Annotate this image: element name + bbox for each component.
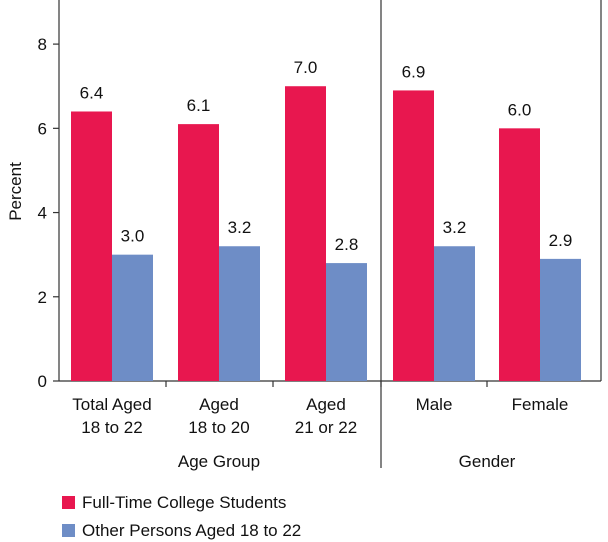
bars xyxy=(71,86,581,381)
legend-label: Full-Time College Students xyxy=(82,493,286,512)
bar-value-label: 3.2 xyxy=(228,218,252,237)
bar-value-label: 6.1 xyxy=(187,96,211,115)
bar xyxy=(178,124,219,381)
bar-value-label: 7.0 xyxy=(294,58,318,77)
y-tick-label: 6 xyxy=(38,119,47,138)
y-axis-label: Percent xyxy=(6,162,25,221)
bar-value-label: 3.0 xyxy=(121,227,145,246)
bar xyxy=(285,86,326,381)
y-tick-label: 4 xyxy=(38,204,47,223)
bar xyxy=(499,128,540,381)
bar xyxy=(219,246,260,381)
y-tick-label: 2 xyxy=(38,288,47,307)
bar xyxy=(112,254,153,381)
bar-value-label: 2.9 xyxy=(549,231,573,250)
bar-value-label: 6.9 xyxy=(402,62,426,81)
bar xyxy=(393,90,434,381)
x-tick-label: 18 to 22 xyxy=(81,418,142,437)
bar-value-label: 6.0 xyxy=(508,100,532,119)
labels: 6.4 6.1 7.0 6.9 6.0 3.0 3.2 2.8 3.2 2.9 Total Aged… xyxy=(72,58,572,471)
bar xyxy=(540,258,581,381)
x-tick-label: Female xyxy=(512,395,569,414)
group-label: Gender xyxy=(459,452,516,471)
bar-value-label: 6.4 xyxy=(80,83,104,102)
bar-value-label: 2.8 xyxy=(335,235,359,254)
x-tick-label: Aged xyxy=(306,395,346,414)
x-tick-label: 21 or 22 xyxy=(295,418,357,437)
bar xyxy=(434,246,475,381)
legend-swatch xyxy=(62,496,75,509)
bar-value-label: 3.2 xyxy=(443,218,467,237)
bar xyxy=(326,263,367,381)
legend: Full-Time College Students Other Persons … xyxy=(62,493,301,540)
x-tick-label: Aged xyxy=(199,395,239,414)
bar xyxy=(71,111,112,381)
legend-label: Other Persons Aged 18 to 22 xyxy=(82,521,301,540)
y-tick-label: 8 xyxy=(38,35,47,54)
x-tick-label: Male xyxy=(416,395,453,414)
legend-swatch xyxy=(62,524,75,537)
y-tick-label: 0 xyxy=(38,372,47,391)
x-tick-label: Total Aged xyxy=(72,395,151,414)
group-label: Age Group xyxy=(178,452,260,471)
x-tick-label: 18 to 20 xyxy=(188,418,249,437)
